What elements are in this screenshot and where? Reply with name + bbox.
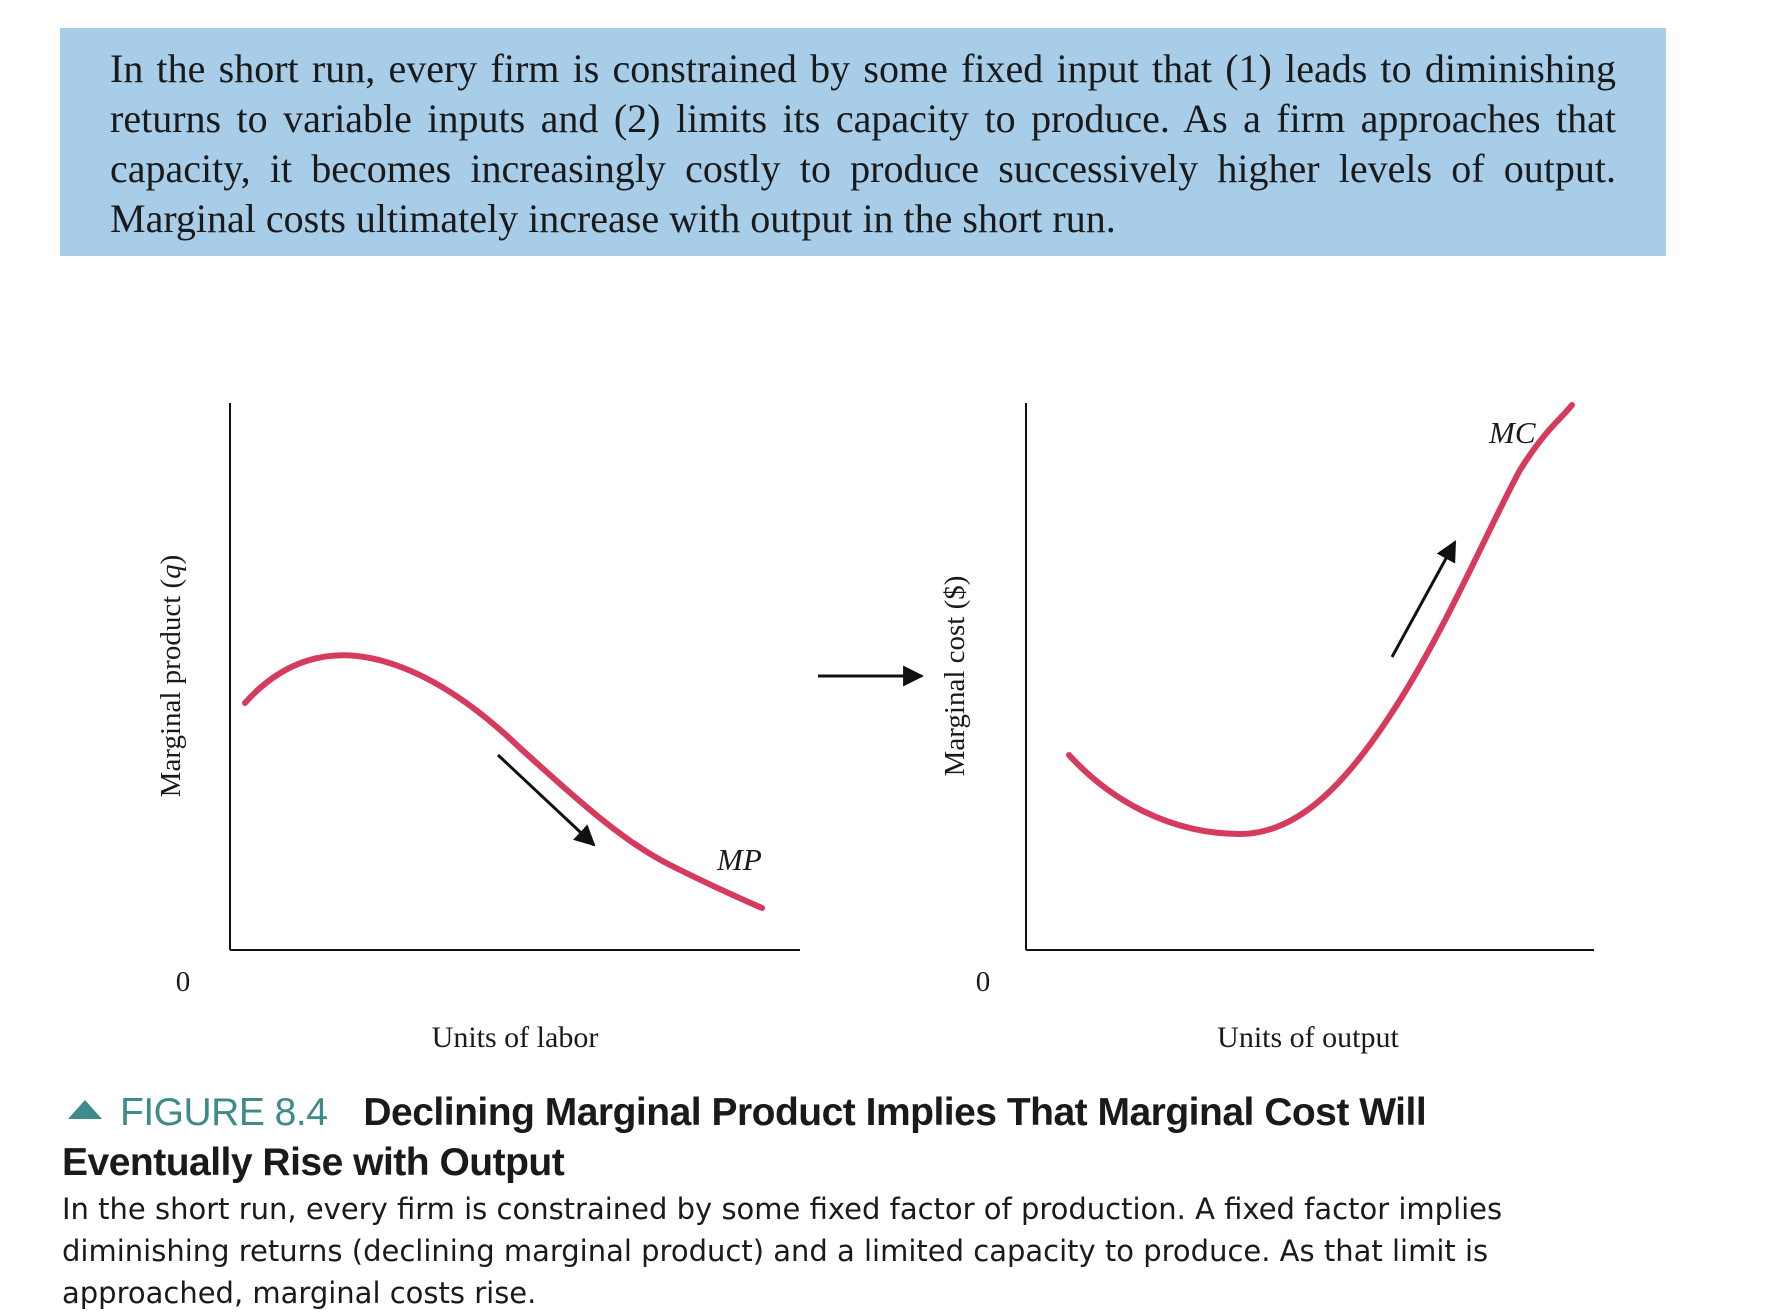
left-origin-label: 0: [176, 966, 191, 998]
mc-curve: [1066, 402, 1575, 838]
right-x-axis-label: Units of output: [1217, 1021, 1399, 1054]
right-origin-label: 0: [976, 966, 991, 998]
left-y-axis-label-text: Marginal product (: [155, 579, 187, 798]
figure-caption-body: In the short run, every firm is constrai…: [62, 1192, 1503, 1310]
figure-number: FIGURE 8.4: [120, 1091, 328, 1134]
right-y-axis-label: Marginal cost ($): [939, 576, 971, 777]
left-x-axis-label: Units of labor: [432, 1021, 599, 1054]
left-y-axis-label-end: ): [155, 555, 187, 565]
figure-title: Declining Marginal Product Implies That …: [62, 1091, 1427, 1184]
summary-callout: In the short run, every firm is constrai…: [60, 28, 1666, 256]
callout-text: In the short run, every firm is constrai…: [110, 46, 1616, 241]
mc-curve-label: MC: [1488, 415, 1536, 450]
left-y-axis-label: Marginal product (q): [155, 555, 187, 798]
mp-curve-label: MP: [716, 842, 762, 877]
mp-curve: [242, 652, 765, 911]
triangle-up-icon: [68, 1100, 102, 1119]
left-y-axis-label-var: q: [155, 564, 187, 579]
mp-down-arrow: [496, 753, 596, 847]
mc-up-arrow: [1390, 540, 1457, 658]
figure-caption-title: FIGURE 8.4 Declining Marginal Product Imp…: [62, 1088, 1622, 1188]
